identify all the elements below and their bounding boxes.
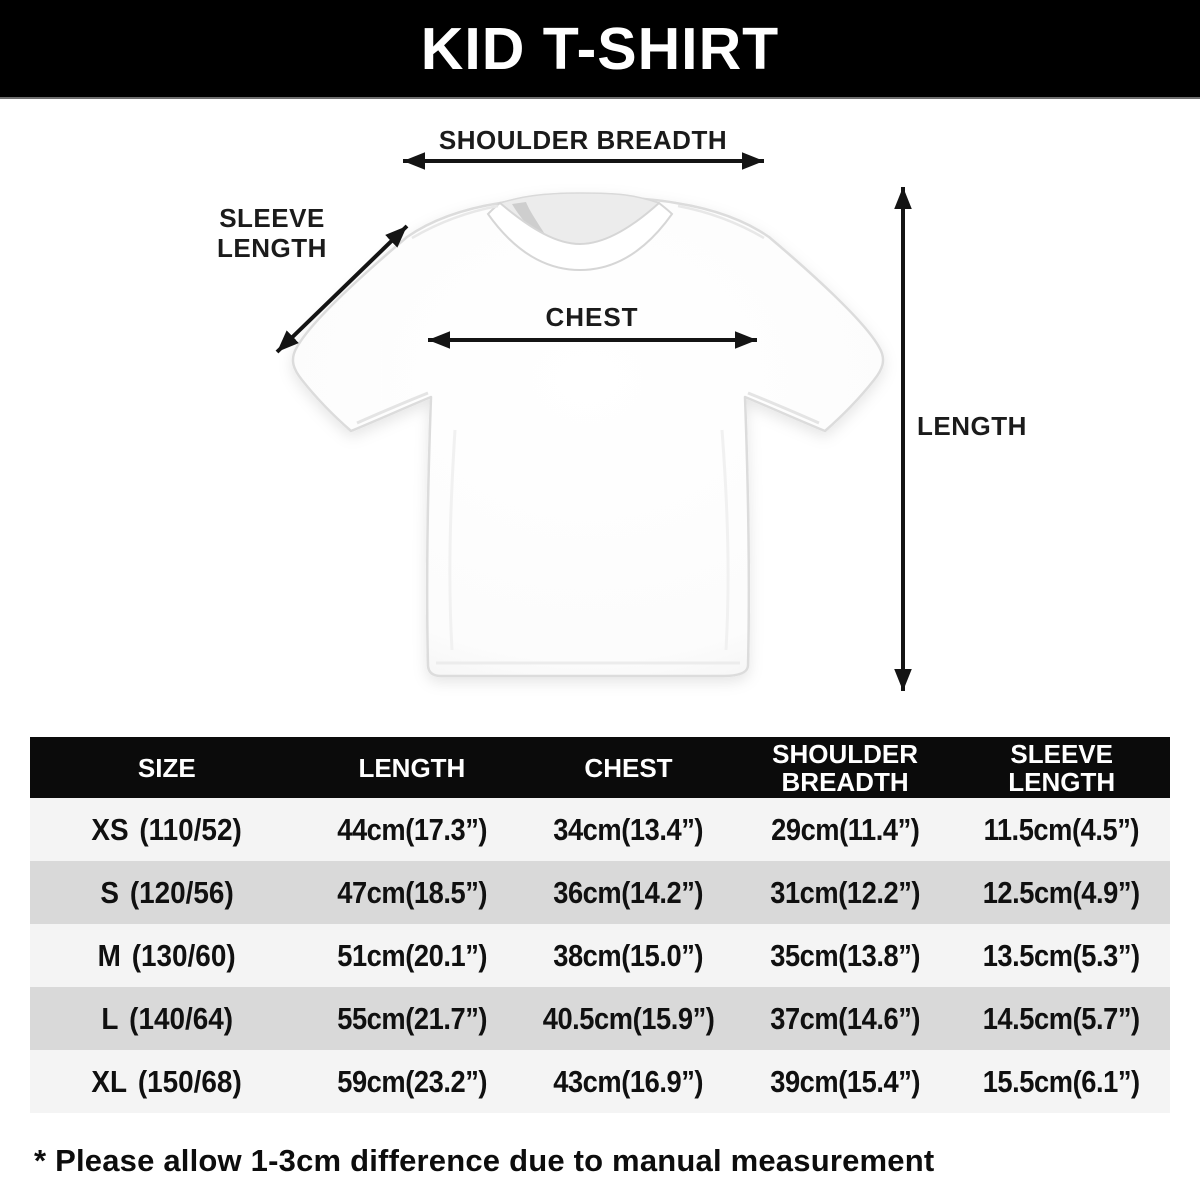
shoulder-cell: 31cm(12.2”) xyxy=(770,874,921,910)
length-cell: 44cm(17.3”) xyxy=(336,811,487,847)
tshirt-graphic xyxy=(291,192,885,678)
chest-label: CHEST xyxy=(545,302,639,332)
size-code: XL xyxy=(91,1063,128,1099)
length-label: LENGTH xyxy=(917,411,1027,441)
shoulder-cell: 35cm(13.8”) xyxy=(770,937,921,973)
size-cell: XL (150/68) xyxy=(30,1050,304,1113)
size-cell: S (120/56) xyxy=(30,861,304,924)
size-code: M xyxy=(97,937,122,973)
measurement-disclaimer: * Please allow 1-3cm difference due to m… xyxy=(34,1143,935,1178)
tshirt-diagram-canvas xyxy=(275,152,912,691)
sleeve-length-arrow xyxy=(275,224,409,354)
size-variant: (150/68) xyxy=(138,1063,242,1099)
table-row-xs: XS (110/52) 44cm(17.3”) 34cm(13.4”) 29cm(… xyxy=(30,798,1170,861)
column-header-shoulder-breadth: SHOULDER BREADTH xyxy=(772,738,919,797)
tshirt-collar-band xyxy=(486,201,674,272)
table-row-l: L (140/64) 55cm(21.7”) 40.5cm(15.9”) 37cm… xyxy=(30,987,1170,1050)
size-cell: M (130/60) xyxy=(30,924,304,987)
right-shoulder-seam xyxy=(677,204,765,240)
chest-cell: 43cm(16.9”) xyxy=(553,1063,704,1099)
sleeve-cell: 14.5cm(5.7”) xyxy=(983,1000,1141,1036)
column-header-sleeve-length: SLEEVE LENGTH xyxy=(1008,738,1116,797)
fabric-fold xyxy=(448,429,457,651)
size-variant: (110/52) xyxy=(139,811,243,847)
neck-shadow xyxy=(512,202,548,239)
title-banner: KID T-SHIRT xyxy=(0,0,1200,99)
size-variant: (130/60) xyxy=(131,937,236,973)
fabric-fold xyxy=(720,429,730,651)
size-code: S xyxy=(100,874,119,910)
size-variant: (140/64) xyxy=(128,1000,233,1036)
table-row-s: S (120/56) 47cm(18.5”) 36cm(14.2”) 31cm(1… xyxy=(30,861,1170,924)
length-cell: 55cm(21.7”) xyxy=(336,1000,487,1036)
page-title: KID T-SHIRT xyxy=(420,15,780,82)
table-row-m: M (130/60) 51cm(20.1”) 38cm(15.0”) 35cm(1… xyxy=(30,924,1170,987)
left-cuff-seam xyxy=(356,391,429,425)
size-code: XS xyxy=(91,811,129,847)
size-cell: XS (110/52) xyxy=(30,798,304,861)
tshirt-body xyxy=(291,195,885,678)
right-cuff-seam xyxy=(747,391,820,425)
shoulder-breadth-label: SHOULDER BREADTH xyxy=(438,125,728,155)
length-cell: 51cm(20.1”) xyxy=(336,937,487,973)
left-shoulder-seam xyxy=(411,204,499,240)
shoulder-cell: 39cm(15.4”) xyxy=(770,1063,921,1099)
size-table: SIZE LENGTH CHEST SHOULDER BREADTH SLEEV… xyxy=(30,737,1170,1113)
table-row-xl: XL (150/68) 59cm(23.2”) 43cm(16.9”) 39cm(… xyxy=(30,1050,1170,1113)
size-code: L xyxy=(100,1000,118,1036)
chest-cell: 36cm(14.2”) xyxy=(553,874,704,910)
sleeve-cell: 12.5cm(4.9”) xyxy=(983,874,1141,910)
shoulder-cell: 29cm(11.4”) xyxy=(770,811,920,847)
chest-cell: 38cm(15.0”) xyxy=(553,937,704,973)
size-variant: (120/56) xyxy=(129,874,234,910)
shoulder-cell: 37cm(14.6”) xyxy=(770,1000,921,1036)
chest-cell: 40.5cm(15.9”) xyxy=(542,1000,715,1036)
column-header-length: LENGTH xyxy=(358,752,466,783)
size-cell: L (140/64) xyxy=(30,987,304,1050)
sleeve-cell: 11.5cm(4.5”) xyxy=(983,811,1140,847)
size-table-header: SIZE LENGTH CHEST SHOULDER BREADTH SLEEV… xyxy=(30,737,1170,798)
length-cell: 47cm(18.5”) xyxy=(336,874,487,910)
length-cell: 59cm(23.2”) xyxy=(336,1063,487,1099)
column-header-size: SIZE xyxy=(137,752,196,783)
chest-cell: 34cm(13.4”) xyxy=(553,811,704,847)
sleeve-cell: 13.5cm(5.3”) xyxy=(983,937,1141,973)
column-header-chest: CHEST xyxy=(584,752,673,783)
sleeve-cell: 15.5cm(6.1”) xyxy=(983,1063,1141,1099)
sleeve-length-label: SLEEVE LENGTH xyxy=(217,203,327,263)
